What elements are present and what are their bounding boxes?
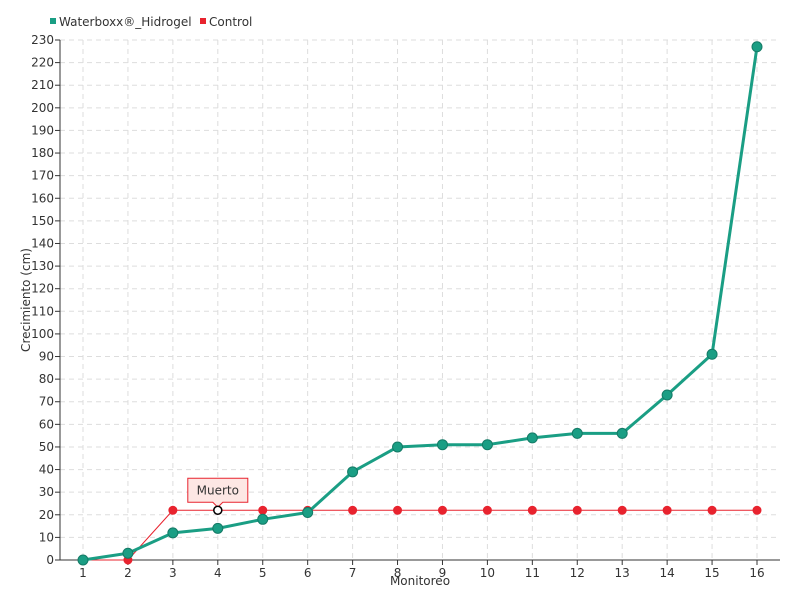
y-tick-label: 130	[31, 259, 54, 273]
legend-item[interactable]: Control	[200, 15, 252, 29]
legend: Waterboxx®_Hidrogel Control	[50, 15, 252, 29]
x-tick-label: 5	[259, 566, 267, 580]
x-tick-label: 16	[749, 566, 764, 580]
legend-label: Control	[209, 15, 252, 29]
y-tick-label: 80	[39, 372, 54, 386]
x-tick-label: 12	[570, 566, 585, 580]
y-axis-ticks: 0 10 20 30 40 50 60 70 80 90 100 110 120 130 140 150 160…	[31, 33, 60, 567]
y-axis-title: Crecimiento (cm)	[19, 248, 33, 352]
y-tick-label: 140	[31, 236, 54, 250]
y-tick-label: 0	[46, 553, 54, 567]
grid-lines	[60, 39, 780, 560]
y-tick-label: 20	[39, 508, 54, 522]
x-tick-label: 4	[214, 566, 222, 580]
legend-label: Waterboxx®_Hidrogel	[59, 15, 192, 29]
series-line	[82, 46, 759, 562]
series-waterboxx-hidrogel	[77, 41, 763, 566]
data-point[interactable]	[392, 441, 404, 453]
data-point[interactable]	[257, 513, 269, 525]
data-point[interactable]	[572, 505, 582, 515]
y-tick-label: 110	[31, 304, 54, 318]
y-tick-label: 180	[31, 146, 54, 160]
y-tick-label: 90	[39, 350, 54, 364]
data-point[interactable]	[348, 505, 358, 515]
x-tick-label: 2	[124, 566, 132, 580]
x-tick-label: 13	[615, 566, 630, 580]
data-point[interactable]	[167, 527, 179, 539]
y-tick-label: 200	[31, 101, 54, 115]
x-tick-label: 11	[525, 566, 540, 580]
data-point[interactable]	[77, 554, 89, 566]
data-point[interactable]	[752, 505, 762, 515]
data-point[interactable]	[661, 389, 673, 401]
annotation-box	[187, 477, 249, 508]
data-point[interactable]	[526, 432, 538, 444]
data-point[interactable]	[751, 41, 763, 53]
x-tick-label: 9	[439, 566, 447, 580]
y-tick-label: 170	[31, 169, 54, 183]
x-tick-label: 14	[659, 566, 674, 580]
y-tick-label: 60	[39, 417, 54, 431]
annotation-label: Muerto	[197, 483, 239, 497]
x-tick-label: 1	[79, 566, 87, 580]
y-tick-label: 50	[39, 440, 54, 454]
data-point[interactable]	[302, 507, 314, 519]
data-point[interactable]	[436, 439, 448, 451]
x-axis-title: Monitoreo	[390, 574, 450, 588]
x-tick-label: 15	[704, 566, 719, 580]
data-point[interactable]	[527, 505, 537, 515]
y-tick-label: 150	[31, 214, 54, 228]
y-tick-label: 230	[31, 33, 54, 47]
x-tick-label: 7	[349, 566, 357, 580]
y-tick-label: 120	[31, 282, 54, 296]
series-layer	[77, 41, 763, 566]
data-point[interactable]	[571, 427, 583, 439]
data-point[interactable]	[212, 522, 224, 534]
legend-swatch	[50, 18, 56, 24]
y-tick-label: 10	[39, 530, 54, 544]
data-point[interactable]	[616, 427, 628, 439]
data-point[interactable]	[481, 439, 493, 451]
x-tick-label: 10	[480, 566, 495, 580]
data-point[interactable]	[662, 505, 672, 515]
series-line	[83, 509, 757, 561]
legend-item[interactable]: Waterboxx®_Hidrogel	[50, 15, 192, 29]
y-tick-label: 70	[39, 395, 54, 409]
annotation-callout: Muerto	[187, 477, 249, 516]
annotation-marker	[213, 505, 223, 516]
x-tick-label: 3	[169, 566, 177, 580]
y-tick-label: 30	[39, 485, 54, 499]
data-point[interactable]	[707, 505, 717, 515]
annotations: Muerto	[187, 477, 249, 516]
y-tick-label: 160	[31, 191, 54, 205]
data-point[interactable]	[347, 466, 359, 478]
data-point[interactable]	[122, 547, 134, 559]
y-tick-label: 40	[39, 463, 54, 477]
y-tick-label: 190	[31, 123, 54, 137]
data-point[interactable]	[168, 505, 178, 515]
y-tick-label: 100	[31, 327, 54, 341]
x-tick-label: 6	[304, 566, 312, 580]
x-axis-ticks: 1 2 3 4 5 6 7 8 9 10 11 12 13 14 15 16	[79, 560, 765, 580]
legend-swatch	[200, 18, 206, 24]
data-point[interactable]	[258, 505, 268, 515]
y-tick-label: 220	[31, 56, 54, 70]
axes	[59, 40, 780, 561]
data-point[interactable]	[706, 348, 718, 360]
data-point[interactable]	[617, 505, 627, 515]
data-point[interactable]	[393, 505, 403, 515]
y-tick-label: 210	[31, 78, 54, 92]
x-tick-label: 8	[394, 566, 402, 580]
data-point[interactable]	[437, 505, 447, 515]
data-point[interactable]	[482, 505, 492, 515]
